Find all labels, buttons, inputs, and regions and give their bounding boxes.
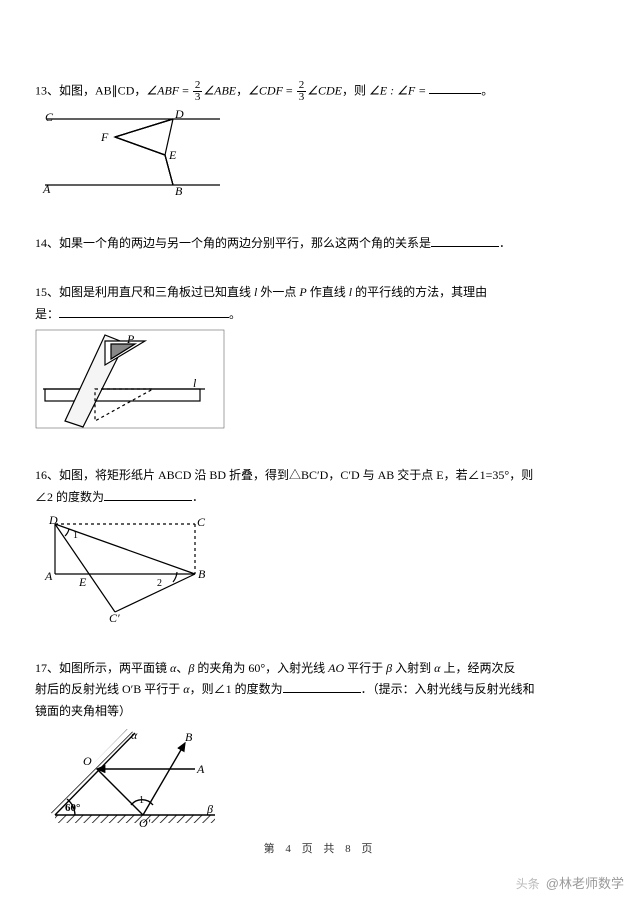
q17-figure: O O′ A B α β 60° 1	[35, 727, 605, 835]
svg-text:A: A	[196, 762, 205, 776]
q14-text: 14、如果一个角的两边与另一个角的两边分别平行，那么这两个角的关系是．	[35, 233, 605, 255]
fraction-icon: 23	[297, 80, 307, 103]
svg-text:60°: 60°	[65, 802, 80, 814]
question-14: 14、如果一个角的两边与另一个角的两边分别平行，那么这两个角的关系是．	[35, 233, 605, 255]
svg-text:C: C	[197, 515, 206, 529]
question-15: 15、如图是利用直尺和三角板过已知直线 l 外一点 P 作直线 l 的平行线的方…	[35, 282, 605, 437]
svg-text:E: E	[168, 148, 177, 162]
svg-text:O: O	[83, 754, 92, 768]
svg-text:l: l	[193, 376, 197, 390]
q16-figure: D C A B C′ E 1 2	[35, 512, 605, 630]
svg-text:D: D	[174, 107, 184, 121]
svg-text:P: P	[126, 332, 135, 346]
q13-figure: C D A B F E	[35, 107, 605, 205]
svg-text:2: 2	[157, 578, 162, 589]
watermark: 头条@林老师数学	[516, 873, 624, 892]
answer-blank	[283, 680, 361, 693]
page-footer: 第 4 页 共 8 页	[0, 840, 640, 856]
q13-text: 13、如图，AB∥CD，∠ABF = 23∠ABE，∠CDF = 23∠CDE，…	[35, 80, 605, 103]
svg-text:α: α	[131, 728, 138, 742]
svg-text:F: F	[100, 130, 109, 144]
svg-text:C′: C′	[109, 611, 120, 622]
svg-text:B: B	[198, 567, 206, 581]
svg-text:B: B	[175, 184, 183, 197]
question-16: 16、如图，将矩形纸片 ABCD 沿 BD 折叠，得到△BC′D，C′D 与 A…	[35, 465, 605, 630]
q15-figure: P l	[35, 329, 605, 437]
answer-blank	[429, 81, 481, 94]
answer-blank	[431, 234, 499, 247]
svg-text:D: D	[48, 513, 58, 527]
fraction-icon: 23	[193, 80, 203, 103]
q13-number: 13、	[35, 83, 59, 97]
q15-number: 15、	[35, 285, 59, 299]
page-number: 第 4 页 共 8 页	[264, 843, 377, 855]
svg-text:1: 1	[73, 530, 78, 541]
q17-text: 17、如图所示，两平面镜 α、β 的夹角为 60°，入射光线 AO 平行于 β …	[35, 658, 605, 723]
question-13: 13、如图，AB∥CD，∠ABF = 23∠ABE，∠CDF = 23∠CDE，…	[35, 80, 605, 205]
svg-text:A: A	[42, 182, 51, 196]
q16-text: 16、如图，将矩形纸片 ABCD 沿 BD 折叠，得到△BC′D，C′D 与 A…	[35, 465, 605, 508]
svg-text:O′: O′	[139, 816, 151, 827]
q16-number: 16、	[35, 468, 59, 482]
answer-blank	[59, 305, 229, 318]
q14-number: 14、	[35, 236, 59, 250]
svg-text:C: C	[45, 110, 54, 124]
answer-blank	[104, 488, 192, 501]
q15-text: 15、如图是利用直尺和三角板过已知直线 l 外一点 P 作直线 l 的平行线的方…	[35, 282, 605, 325]
svg-text:E: E	[78, 575, 87, 589]
question-17: 17、如图所示，两平面镜 α、β 的夹角为 60°，入射光线 AO 平行于 β …	[35, 658, 605, 834]
svg-text:B: B	[185, 730, 193, 744]
svg-text:β: β	[206, 802, 213, 816]
q17-number: 17、	[35, 661, 59, 675]
svg-text:A: A	[44, 569, 53, 583]
svg-text:1: 1	[139, 795, 144, 806]
